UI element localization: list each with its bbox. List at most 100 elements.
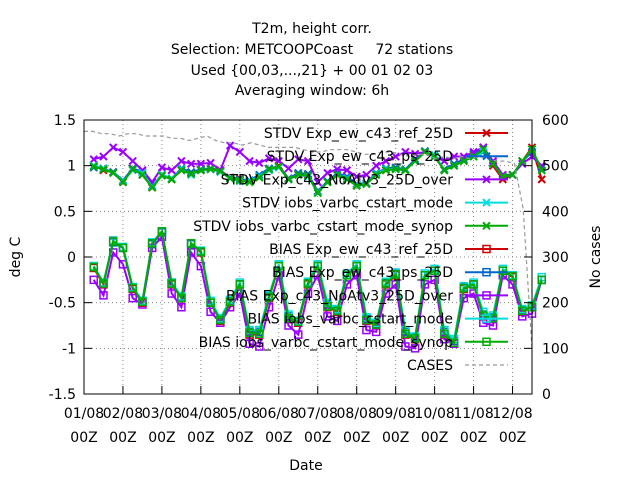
data-point xyxy=(401,166,410,175)
data-point xyxy=(245,328,254,338)
data-point xyxy=(177,293,186,303)
x-tick-label-hour: 00Z xyxy=(226,430,253,446)
data-point xyxy=(235,147,245,157)
data-point xyxy=(284,164,293,173)
data-point xyxy=(138,297,147,307)
data-point xyxy=(440,166,449,175)
data-point xyxy=(352,181,361,190)
data-point xyxy=(332,306,342,316)
data-point xyxy=(537,275,546,285)
title-line-3: Used {00,03,...,21} + 00 01 02 03 xyxy=(191,63,434,79)
data-point xyxy=(264,292,274,302)
x-tick-label-hour: 00Z xyxy=(304,430,331,446)
x-tick-label-hour: 00Z xyxy=(499,430,526,446)
data-point xyxy=(440,334,449,344)
title-line-1: T2m, height corr. xyxy=(251,21,372,37)
data-point xyxy=(167,175,176,184)
y-axis: 1.5 1 0.5 0 -0.5 -1 -1.5 xyxy=(49,113,532,403)
data-point xyxy=(294,317,303,327)
legend-marker xyxy=(482,198,491,207)
data-point xyxy=(255,158,264,168)
data-point xyxy=(99,165,108,174)
data-point xyxy=(537,166,546,175)
data-point xyxy=(352,261,361,271)
data-point xyxy=(196,247,206,256)
legend-marker xyxy=(482,221,491,231)
legend-marker xyxy=(482,267,491,277)
legend-marker xyxy=(482,151,491,161)
data-point xyxy=(381,279,391,288)
x-tick-label-date: 05/08 xyxy=(220,406,260,422)
data-point xyxy=(186,239,196,248)
data-point xyxy=(430,266,439,275)
data-point xyxy=(410,156,420,166)
data-point xyxy=(274,261,284,271)
x-tick-label-hour: 00Z xyxy=(148,430,175,446)
data-point xyxy=(352,271,361,280)
data-point xyxy=(371,320,381,329)
data-point xyxy=(381,156,391,166)
x-tick-label-date: 10/08 xyxy=(414,406,454,422)
data-point xyxy=(89,162,98,171)
series-4 xyxy=(89,145,546,198)
y2-axis-label: No cases xyxy=(588,226,604,289)
y-tick-label: 0.5 xyxy=(54,204,76,220)
data-point xyxy=(294,170,303,180)
data-point xyxy=(342,175,352,184)
x-tick-label-hour: 00Z xyxy=(265,430,292,446)
data-point xyxy=(294,330,303,339)
legend-label: BIAS Exp_ew_c43_ref_25D xyxy=(269,242,453,258)
data-point xyxy=(518,159,527,169)
data-point xyxy=(109,143,118,152)
data-point xyxy=(410,334,420,343)
data-point xyxy=(235,280,245,289)
data-point xyxy=(333,170,342,180)
y-tick-label: -0.5 xyxy=(49,296,76,312)
data-point xyxy=(294,155,303,164)
data-point xyxy=(371,161,381,170)
data-point xyxy=(99,279,108,288)
data-point xyxy=(391,270,400,279)
data-point xyxy=(264,154,274,163)
data-point xyxy=(440,156,449,166)
data-point xyxy=(332,316,342,326)
y2-tick-label: 100 xyxy=(542,341,569,357)
data-point xyxy=(89,155,98,164)
data-point xyxy=(459,293,469,303)
data-point xyxy=(264,165,274,174)
data-point xyxy=(167,279,176,288)
data-point xyxy=(235,289,245,298)
x-tick-label-hour: 00Z xyxy=(187,430,214,446)
x-tick-label-hour: 00Z xyxy=(382,430,409,446)
legend-label: STDV iobs_varbc_cstart_mode_synop xyxy=(193,219,453,235)
x-axis-label: Date xyxy=(289,458,322,474)
y2-tick-label: 600 xyxy=(542,113,569,129)
x-tick-label-date: 07/08 xyxy=(298,406,338,422)
data-point xyxy=(362,325,371,335)
data-point xyxy=(216,166,225,176)
data-point xyxy=(518,306,527,316)
data-point xyxy=(410,344,420,353)
data-point xyxy=(371,170,381,180)
x-tick-label-date: 12/08 xyxy=(492,406,532,422)
y-tick-label: -1 xyxy=(62,341,76,357)
data-point xyxy=(206,158,215,168)
y2-tick-label: 0 xyxy=(542,387,551,403)
data-point xyxy=(303,171,313,180)
data-point xyxy=(352,172,361,181)
data-point xyxy=(362,179,371,189)
data-point xyxy=(459,156,469,166)
x-tick-label-hour: 00Z xyxy=(460,430,487,446)
data-point xyxy=(147,239,157,248)
data-point xyxy=(420,271,430,280)
data-point xyxy=(225,174,235,183)
y-tick-label: 1 xyxy=(67,159,76,175)
data-point xyxy=(196,159,206,169)
data-point xyxy=(109,168,118,178)
series-7 xyxy=(89,232,546,353)
data-point xyxy=(206,165,215,174)
legend-label: BIAS iobs_varbc_cstart_mode xyxy=(248,312,454,328)
data-point xyxy=(177,166,186,175)
data-point xyxy=(449,161,459,170)
